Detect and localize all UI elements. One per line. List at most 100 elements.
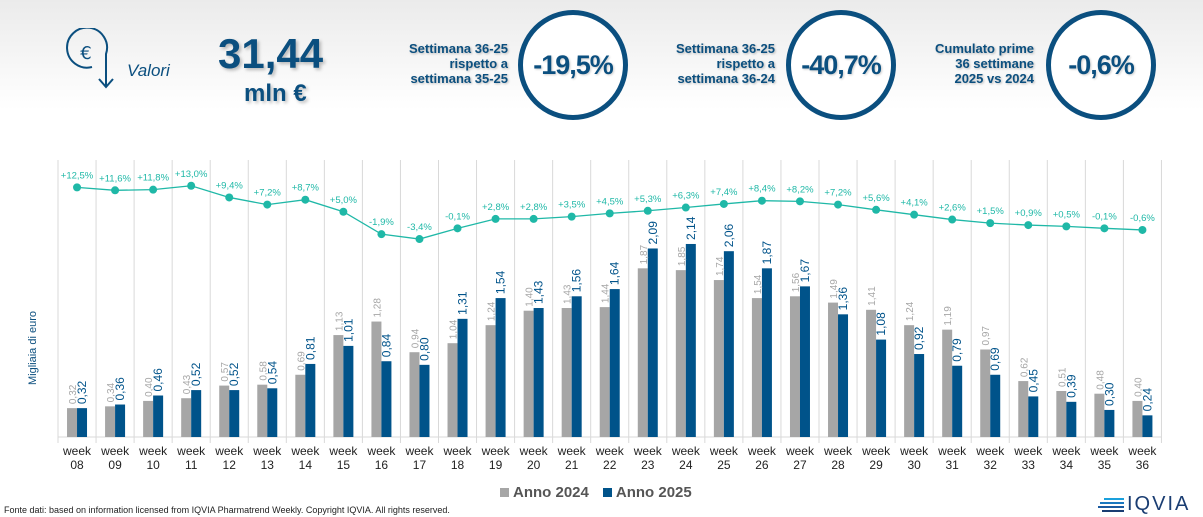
x-tick-label: 21 [565, 458, 579, 470]
trend-point [719, 199, 728, 208]
legend-label: Anno 2024 [513, 484, 589, 501]
trend-point [986, 219, 995, 228]
bar-2024 [181, 398, 192, 437]
trend-label: +4,5% [596, 196, 624, 207]
x-tick-label: week [519, 444, 549, 458]
bar-2025 [191, 390, 202, 437]
trend-label: +7,2% [254, 188, 282, 199]
trend-label: -0,1% [445, 211, 470, 222]
bar-label-2024: 1,41 [867, 286, 878, 306]
trend-label: -3,4% [407, 222, 432, 233]
kpi-value: -19,5% [533, 49, 614, 80]
bar-2024 [828, 302, 839, 437]
bar-2025 [838, 314, 849, 437]
bar-2024 [295, 374, 306, 437]
bar-label-2025: 2,14 [684, 216, 698, 240]
bar-2025 [419, 364, 430, 437]
x-tick-label: week [1013, 444, 1043, 458]
bar-2025 [952, 365, 963, 437]
bar-label-2024: 0,94 [410, 328, 421, 348]
bar-2025 [305, 363, 316, 437]
bar-label-2024: 0,40 [144, 377, 155, 397]
iqvia-logo: IQVIA [1098, 493, 1190, 516]
bar-2024 [1132, 400, 1143, 437]
bar-label-2024: 0,32 [68, 384, 79, 404]
trend-label: +5,0% [330, 195, 358, 206]
x-tick-label: 33 [1022, 458, 1036, 470]
bar-label-2025: 0,45 [1026, 369, 1040, 393]
trend-point [149, 185, 158, 194]
trend-point [948, 215, 957, 224]
bar-label-2024: 1,43 [563, 284, 574, 304]
trend-point [910, 210, 919, 219]
bar-label-2024: 0,58 [258, 361, 269, 381]
bar-2024 [675, 270, 686, 437]
bar-2025 [115, 404, 126, 437]
logo-text: IQVIA [1127, 493, 1191, 515]
trend-label: +11,8% [137, 173, 169, 184]
trend-point [605, 209, 614, 218]
trend-label: +7,4% [710, 187, 738, 198]
legend-swatch-2024 [500, 488, 509, 497]
trend-label: +1,5% [977, 206, 1005, 217]
x-tick-label: week [785, 444, 815, 458]
bar-2025 [267, 388, 278, 437]
bar-2025 [761, 268, 772, 437]
bar-label-2025: 2,06 [722, 224, 736, 248]
bar-2024 [980, 349, 991, 437]
x-tick-label: week [671, 444, 701, 458]
bar-label-2025: 0,79 [950, 338, 964, 362]
x-tick-label: week [214, 444, 244, 458]
bar-2024 [599, 307, 610, 437]
bar-label-2025: 1,43 [532, 280, 546, 304]
x-tick-label: 36 [1136, 458, 1150, 470]
bar-2025 [1104, 409, 1115, 437]
bar-label-2024: 1,04 [449, 319, 460, 339]
kpi-label-week-vs-prev-week: Settimana 36-25 rispetto a settimana 35-… [370, 41, 508, 86]
trend-point [415, 235, 424, 244]
bar-2025 [799, 286, 810, 437]
trend-label: -0,6% [1130, 213, 1155, 224]
kpi-label-line: rispetto a [449, 56, 508, 71]
bar-label-2025: 0,54 [265, 361, 279, 385]
bar-2024 [219, 385, 230, 437]
bar-label-2025: 1,08 [874, 312, 888, 336]
x-tick-label: 32 [984, 458, 998, 470]
bar-2024 [523, 310, 534, 437]
bars [67, 243, 1153, 437]
x-tick-label: week [557, 444, 587, 458]
x-tick-label: week [747, 444, 777, 458]
x-tick-label: week [404, 444, 434, 458]
x-tick-label: 27 [793, 458, 807, 470]
trend-point [73, 183, 82, 192]
bar-label-2025: 0,52 [189, 362, 203, 386]
total-unit: mln € [244, 80, 307, 107]
kpi-label-line: settimana 36-24 [677, 71, 775, 86]
x-tick-label: week [481, 444, 511, 458]
legend-item-2025: Anno 2025 [602, 484, 692, 501]
trend-label: +3,5% [558, 200, 586, 211]
trend-label: +7,2% [824, 188, 852, 199]
bar-label-2024: 1,74 [715, 256, 726, 276]
bar-2025 [229, 390, 240, 437]
x-tick-label: week [176, 444, 206, 458]
bar-2025 [1028, 396, 1039, 437]
trend-label: +11,6% [99, 173, 131, 184]
bar-label-2025: 2,09 [646, 221, 660, 245]
bar-label-2024: 1,85 [677, 246, 688, 266]
bar-2024 [713, 280, 724, 437]
x-tick-label: 29 [869, 458, 883, 470]
trend-label: +8,7% [292, 183, 320, 194]
x-tick-label: week [1089, 444, 1119, 458]
bar-label-2024: 0,57 [220, 362, 231, 382]
x-tick-label: 13 [261, 458, 275, 470]
bar-2024 [1018, 381, 1029, 437]
kpi-value: -0,6% [1068, 49, 1135, 80]
trend-point [1100, 224, 1109, 233]
bar-2024 [105, 406, 116, 437]
bar-2024 [1094, 393, 1105, 437]
legend-item-2024: Anno 2024 [500, 484, 589, 501]
trend-label: -1,9% [369, 217, 394, 228]
bar-2024 [67, 408, 78, 437]
x-tick-label: 25 [717, 458, 731, 470]
